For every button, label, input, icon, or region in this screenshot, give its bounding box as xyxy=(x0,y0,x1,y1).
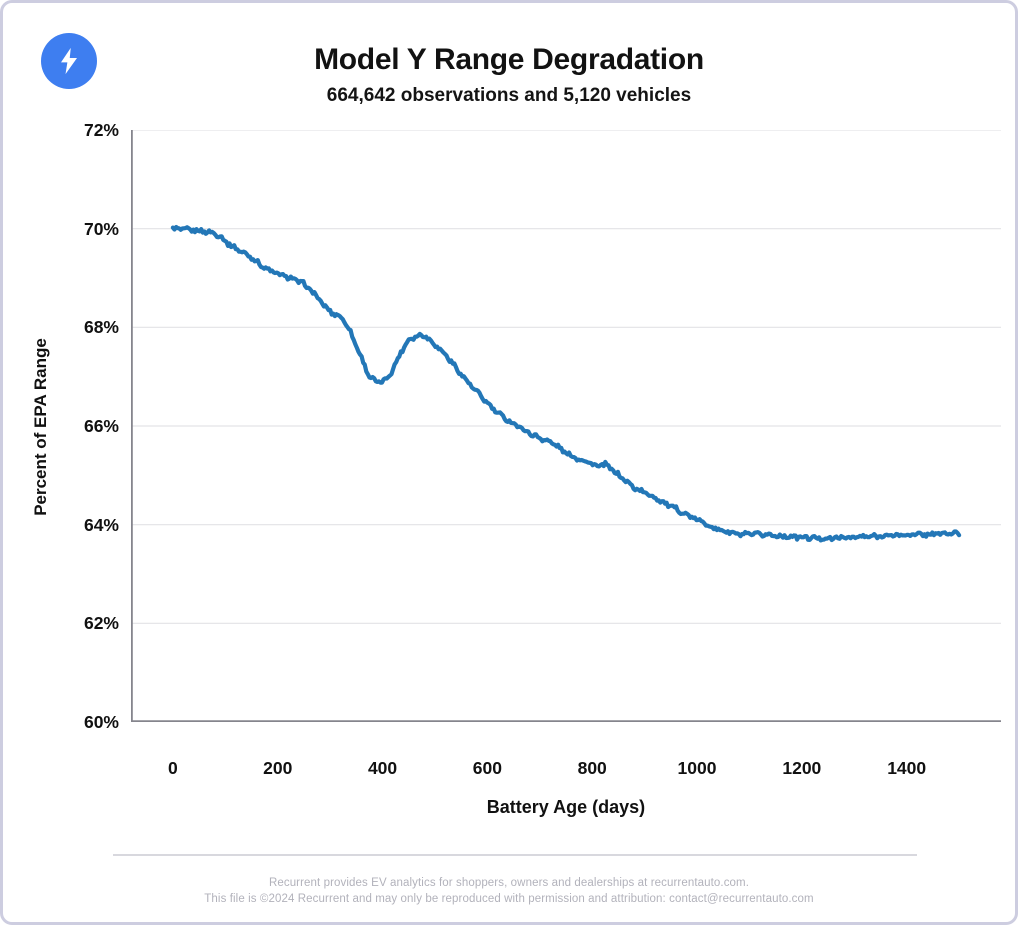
x-tick-label: 0 xyxy=(168,758,178,778)
lightning-bolt-icon xyxy=(61,47,77,75)
x-tick-label: 400 xyxy=(367,758,398,778)
x-tick-label: 1000 xyxy=(677,758,717,778)
line-series xyxy=(170,224,962,543)
y-tick-label: 60% xyxy=(83,712,119,732)
y-axis-tick-labels: 60% 62% 64% 66% 68% 70% 72% xyxy=(3,120,119,732)
x-tick-label: 1200 xyxy=(782,758,822,778)
recurrent-logo xyxy=(41,33,97,89)
chart-subtitle: 664,642 observations and 5,120 vehicles xyxy=(326,85,692,106)
x-tick-label: 1400 xyxy=(887,758,927,778)
y-tick-label: 62% xyxy=(83,613,119,634)
line-chart xyxy=(131,130,1001,722)
y-tick-label: 68% xyxy=(83,317,119,338)
x-axis-tick-labels: 0 200 400 600 800 1000 1200 1400 xyxy=(131,754,1001,782)
y-tick-label: 70% xyxy=(83,218,119,239)
x-tick-label: 800 xyxy=(577,758,607,778)
plot-area xyxy=(131,130,1001,722)
footer-attribution: Recurrent provides EV analytics for shop… xyxy=(268,877,750,889)
y-tick-label: 66% xyxy=(83,416,119,436)
x-tick-label: 200 xyxy=(263,758,293,778)
y-tick-label: 72% xyxy=(83,120,119,140)
y-tick-label: 64% xyxy=(83,514,119,535)
footer-divider xyxy=(113,854,917,856)
chart-title: Model Y Range Degradation xyxy=(314,43,704,76)
x-axis-title: Battery Age (days) xyxy=(486,797,646,817)
footer-copyright: This file is ©2024 Recurrent and may onl… xyxy=(204,893,814,905)
x-tick-label: 600 xyxy=(472,758,502,778)
